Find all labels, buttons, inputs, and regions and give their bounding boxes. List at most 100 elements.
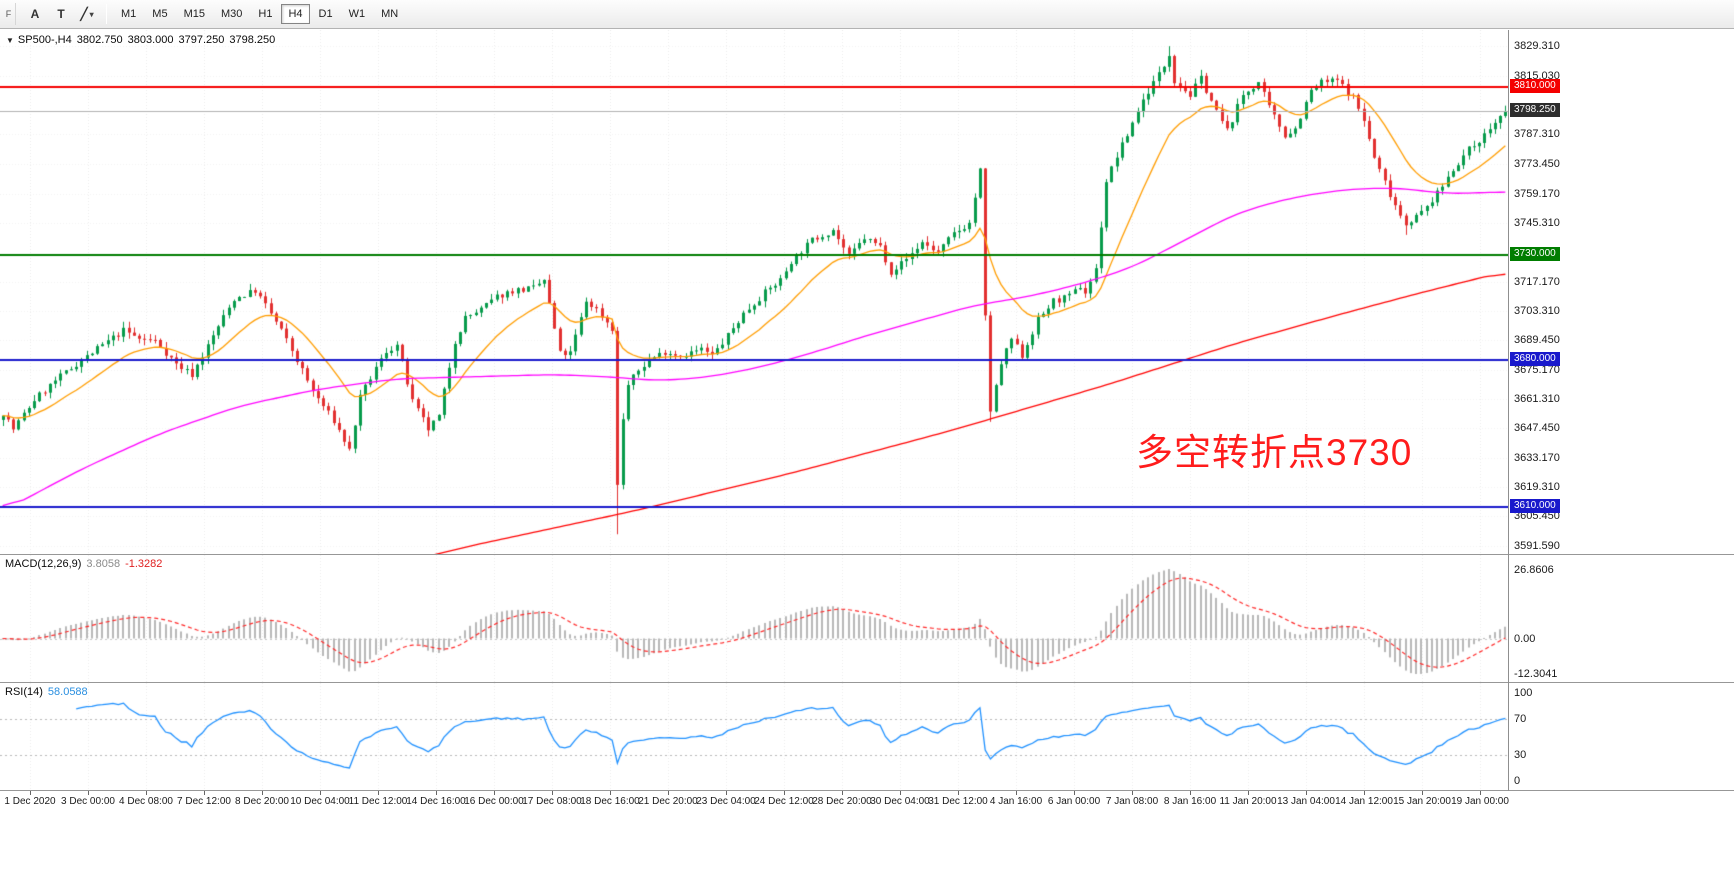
price-chart-canvas[interactable]: [0, 30, 1508, 554]
price-axis-label: 3759.170: [1514, 187, 1560, 200]
price-axis-label: 3787.310: [1514, 128, 1560, 141]
time-axis-tick: [1480, 791, 1481, 795]
time-axis-label: 14 Jan 12:00: [1335, 796, 1393, 807]
price-axis-label: 3675.170: [1514, 364, 1560, 376]
time-axis-tick: [1016, 791, 1017, 795]
time-axis-tick: [436, 791, 437, 795]
price-line-label: 3680.000: [1510, 351, 1560, 366]
time-axis-tick: [262, 791, 263, 795]
time-axis-tick: [30, 791, 31, 795]
time-axis-tick: [726, 791, 727, 795]
time-axis-tick: [1422, 791, 1423, 795]
macd-canvas[interactable]: [0, 555, 1508, 682]
rsi-axis-label: 100: [1514, 687, 1533, 699]
time-axis-label: 7 Dec 12:00: [177, 796, 231, 807]
price-axis-label: 3717.170: [1514, 275, 1560, 288]
time-axis-label: 28 Dec 20:00: [812, 796, 872, 807]
chevron-down-icon: ▾: [89, 9, 94, 19]
panel-separator[interactable]: [0, 682, 1734, 683]
timeframe-h1-button[interactable]: H1: [258, 8, 273, 20]
price-axis-label: 3619.310: [1514, 481, 1560, 494]
time-axis-label: 13 Jan 04:00: [1277, 796, 1335, 807]
toolbar-handle[interactable]: F: [2, 3, 16, 25]
price-chart-panel: ▼ SP500-,H4 3802.750 3803.000 3797.250 3798.2…: [0, 30, 1734, 554]
toolbar-text-tool[interactable]: T: [57, 7, 65, 21]
time-axis-tick: [1306, 791, 1307, 795]
price-axis-label: 3745.310: [1514, 216, 1560, 229]
timeframe-m30-button[interactable]: M30: [220, 8, 243, 20]
main-toolbar: F A T ╱ ▾ M1 M5 M15 M30 H1 H4 D1 W1 MN: [0, 0, 1734, 29]
price-axis-label: 3647.450: [1514, 422, 1560, 435]
time-axis-label: 11 Jan 20:00: [1219, 796, 1277, 807]
time-axis-label: 30 Dec 04:00: [870, 796, 930, 807]
rsi-label: RSI(14) 58.0588: [5, 686, 93, 698]
macd-label: MACD(12,26,9) 3.8058 -1.3282: [5, 558, 167, 570]
time-axis-label: 31 Dec 12:00: [928, 796, 988, 807]
time-axis-tick: [842, 791, 843, 795]
timeframe-m1-button[interactable]: M1: [121, 8, 137, 20]
time-axis-label: 8 Dec 20:00: [235, 796, 289, 807]
macd-axis-label: -12.3041: [1514, 668, 1558, 680]
drawing-tools-group: A T ╱ ▾: [22, 3, 100, 25]
time-axis-label: 14 Dec 16:00: [406, 796, 466, 807]
time-axis-tick: [958, 791, 959, 795]
timeframe-m5-button[interactable]: M5: [152, 8, 168, 20]
macd-main-value: 3.8058: [86, 558, 121, 570]
time-axis-label: 24 Dec 12:00: [754, 796, 814, 807]
time-axis-label: 4 Jan 16:00: [989, 796, 1043, 807]
macd-indicator-panel: MACD(12,26,9) 3.8058 -1.3282: [0, 555, 1734, 682]
toolbar-separator: [106, 4, 107, 24]
timeframe-m15-button[interactable]: M15: [183, 8, 205, 20]
chart-symbol-period: SP500-,H4: [17, 34, 72, 46]
chart-title: ▼ SP500-,H4 3802.750 3803.000 3797.250 3798.2…: [6, 34, 275, 46]
price-line-label: 3810.000: [1510, 78, 1560, 93]
time-axis-label: 19 Jan 00:00: [1451, 796, 1509, 807]
rsi-canvas[interactable]: [0, 683, 1508, 790]
price-line-label: 3730.000: [1510, 246, 1560, 261]
timeframe-h4-button[interactable]: H4: [281, 4, 310, 24]
time-axis-tick: [900, 791, 901, 795]
chart-expand-icon[interactable]: ▼: [6, 36, 14, 45]
price-axis-label: 3633.170: [1514, 452, 1560, 465]
price-axis-label: 3703.310: [1514, 304, 1560, 317]
ohlc-close: 3798.250: [229, 34, 276, 46]
panel-separator[interactable]: [0, 554, 1734, 555]
time-axis-tick: [88, 791, 89, 795]
macd-axis-label: 26.8606: [1514, 564, 1554, 576]
rsi-name: RSI(14): [5, 686, 43, 698]
time-axis-label: 1 Dec 2020: [4, 796, 56, 807]
time-axis-tick: [378, 791, 379, 795]
rsi-axis-label: 70: [1514, 713, 1527, 726]
price-scale-separator: [1508, 30, 1509, 791]
timeframe-w1-button[interactable]: W1: [348, 8, 366, 20]
time-axis-tick: [146, 791, 147, 795]
rsi-axis-label: 30: [1514, 748, 1527, 761]
time-axis-tick: [784, 791, 785, 795]
time-axis[interactable]: 1 Dec 2020 3 Dec 00:00 4 Dec 08:00 7 Dec 12…: [0, 791, 1734, 894]
time-axis-label: 11 Dec 12:00: [348, 796, 408, 807]
price-line-label: 3610.000: [1510, 498, 1560, 513]
macd-signal-value: -1.3282: [125, 558, 163, 570]
toolbar-draw-tools[interactable]: ╱ ▾: [80, 7, 94, 21]
time-axis-label: 15 Jan 20:00: [1393, 796, 1451, 807]
price-axis-label: 3605.450: [1514, 510, 1560, 523]
price-axis-label: 3591.590: [1514, 539, 1560, 552]
timeframe-mn-button[interactable]: MN: [381, 8, 399, 20]
timeframe-buttons-group: M1 M5 M15 M30 H1 H4 D1 W1 MN: [113, 4, 406, 24]
time-axis-label: 3 Dec 00:00: [61, 796, 115, 807]
time-axis-tick: [610, 791, 611, 795]
time-axis-label: 23 Dec 04:00: [696, 796, 756, 807]
time-axis-label: 8 Jan 16:00: [1163, 796, 1217, 807]
chart-text-annotation[interactable]: 多空转折点3730: [1136, 432, 1413, 473]
time-axis-tick: [1248, 791, 1249, 795]
bid-price-label: 3798.250: [1510, 103, 1560, 118]
time-axis-tick: [204, 791, 205, 795]
timeframe-d1-button[interactable]: D1: [318, 8, 333, 20]
time-axis-label: 6 Jan 00:00: [1047, 796, 1101, 807]
time-axis-tick: [1132, 791, 1133, 795]
toolbar-annotation-tool[interactable]: A: [30, 7, 40, 21]
time-axis-label: 17 Dec 08:00: [522, 796, 582, 807]
panel-separator: [0, 790, 1734, 791]
time-axis-label: 7 Jan 08:00: [1105, 796, 1159, 807]
time-axis-tick: [552, 791, 553, 795]
